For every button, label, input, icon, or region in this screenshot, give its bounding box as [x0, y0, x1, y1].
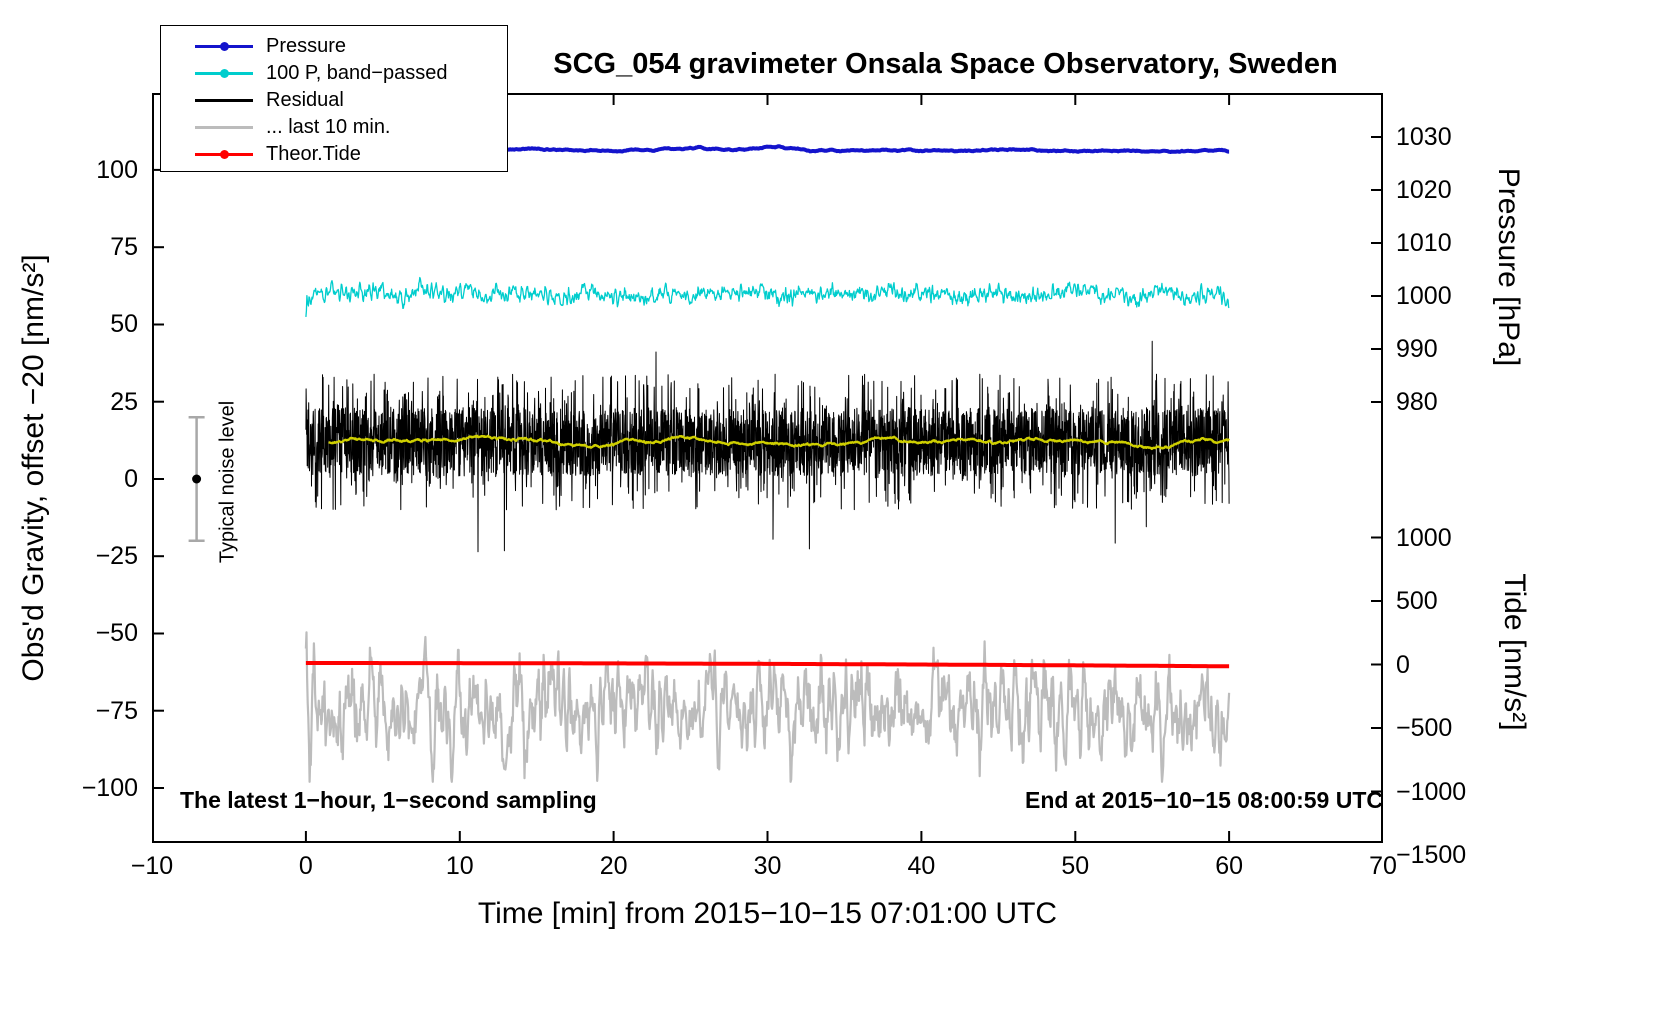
- pressure-tick-label: 1010: [1396, 229, 1452, 257]
- series-residual-smoothed: [328, 434, 1231, 451]
- legend-item-theor-tide: Theor.Tide: [161, 141, 507, 168]
- legend-line-sample: [195, 126, 253, 129]
- legend-label: Theor.Tide: [266, 143, 361, 165]
- pressure-tick-label: 980: [1396, 388, 1438, 416]
- tide-tick-label: 1000: [1396, 523, 1452, 552]
- x-tick-label: 10: [445, 852, 474, 880]
- x-tick-label: 50: [1061, 852, 1090, 880]
- x-tick-label: −10: [130, 852, 174, 880]
- y-left-tick-label: 25: [110, 387, 138, 416]
- legend-label: ... last 10 min.: [266, 116, 391, 138]
- y-left-tick-label: 75: [110, 233, 138, 262]
- noise-center-dot: [192, 474, 202, 484]
- legend-line-sample: [195, 150, 253, 159]
- series-theor-tide: [305, 661, 1230, 669]
- y-left-tick-label: 0: [124, 464, 138, 493]
- x-tick-label: 60: [1215, 852, 1244, 880]
- x-tick-label: 70: [1369, 852, 1397, 880]
- legend-item-last-10-min: ... last 10 min.: [161, 114, 507, 141]
- legend-item-bandpassed: 100 P, band−passed: [161, 60, 507, 87]
- legend-marker-dot: [220, 150, 229, 159]
- legend-item-pressure: Pressure: [161, 33, 507, 60]
- legend-line-sample: [195, 69, 253, 78]
- tide-tick-label: 500: [1396, 587, 1438, 615]
- legend-label: Pressure: [266, 35, 347, 57]
- plot-area: [152, 93, 1383, 843]
- series-residual: [305, 340, 1230, 553]
- x-tick-label: 30: [753, 852, 782, 880]
- series-bandpassed-pressure: [305, 276, 1230, 317]
- tide-tick-label: −1500: [1396, 841, 1467, 869]
- tide-tick-label: −1000: [1396, 777, 1467, 806]
- y-left-tick-label: −50: [95, 619, 138, 648]
- pressure-tick-label: 1030: [1396, 122, 1452, 151]
- noise-level-label: Typical noise level: [216, 400, 239, 564]
- legend-label: Residual: [266, 89, 344, 111]
- x-tick-label: 0: [298, 852, 313, 880]
- pressure-tick-label: 1000: [1396, 282, 1452, 310]
- legend-marker-dot: [220, 42, 229, 51]
- pressure-tick-label: 1020: [1396, 175, 1452, 204]
- x-tick-label: 20: [599, 852, 628, 880]
- series-last-10-min: [304, 631, 1231, 783]
- x-axis-label: Time [min] from 2015−10−15 07:01:00 UTC: [477, 897, 1058, 930]
- end-time-annotation: End at 2015−10−15 08:00:59 UTC: [1025, 787, 1383, 813]
- legend: Pressure 100 P, band−passed Residual ...…: [160, 25, 508, 172]
- plot-border: [152, 93, 1383, 843]
- y-left-tick-label: −25: [95, 542, 138, 571]
- y-left-tick-label: 50: [110, 310, 138, 339]
- tide-tick-label: −500: [1396, 714, 1453, 742]
- legend-marker-dot: [220, 69, 229, 78]
- y-left-tick-label: −75: [95, 696, 138, 725]
- legend-line-sample: [195, 42, 253, 51]
- legend-label: 100 P, band−passed: [266, 62, 448, 84]
- legend-item-residual: Residual: [161, 87, 507, 114]
- sampling-annotation: The latest 1−hour, 1−second sampling: [180, 787, 597, 813]
- tide-tick-label: 0: [1396, 650, 1410, 679]
- y-left-tick-label: −100: [81, 773, 138, 802]
- chart-title: SCG_054 gravimeter Onsala Space Observat…: [553, 48, 1338, 80]
- y-left-tick-label: 100: [96, 155, 138, 184]
- legend-line-sample: [195, 99, 253, 102]
- x-tick-label: 40: [907, 852, 936, 880]
- pressure-tick-label: 990: [1396, 335, 1438, 363]
